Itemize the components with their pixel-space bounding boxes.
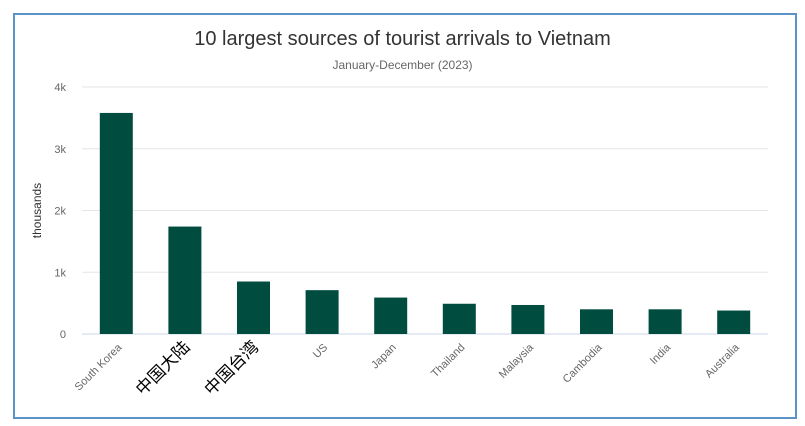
y-tick-label: 4k (54, 82, 66, 94)
bar[interactable] (99, 112, 133, 334)
x-tick-label: 中国大陆 (132, 337, 194, 399)
x-tick-label: India (648, 341, 674, 367)
chart-frame (13, 13, 797, 419)
x-axis-ticks: South Korea 中国大陆 中国台湾 US Japan Thailand Malays… (73, 337, 743, 399)
x-tick-label: Cambodia (561, 341, 606, 386)
chart-title: 10 largest sources of tourist arrivals t… (194, 28, 611, 50)
x-tick-label: Japan (369, 342, 399, 372)
x-tick-label: Australia (703, 341, 742, 380)
chart-subtitle: January-December (2023) (332, 58, 473, 72)
y-tick-label: 1k (54, 267, 66, 279)
x-tick-label: US (311, 342, 330, 361)
bar[interactable] (237, 281, 270, 334)
bar[interactable] (374, 297, 408, 334)
bar[interactable] (511, 304, 545, 334)
x-tick-label: Malaysia (497, 341, 537, 381)
y-tick-label: 3k (54, 144, 66, 156)
y-tick-label: 2k (54, 206, 66, 218)
bar[interactable] (648, 309, 682, 334)
x-tick-label: South Korea (73, 341, 125, 393)
y-axis-label: thousands (30, 183, 44, 238)
bar[interactable] (442, 303, 476, 334)
bar[interactable] (580, 309, 613, 334)
bars (99, 112, 751, 334)
x-tick-label: Thailand (429, 342, 467, 380)
y-tick-label: 0 (60, 329, 66, 341)
bar[interactable] (305, 290, 339, 334)
bar[interactable] (717, 310, 751, 334)
y-axis-ticks: 0 1k 2k 3k 4k (54, 82, 66, 341)
bar[interactable] (168, 226, 202, 334)
x-tick-label: 中国台湾 (201, 337, 263, 399)
